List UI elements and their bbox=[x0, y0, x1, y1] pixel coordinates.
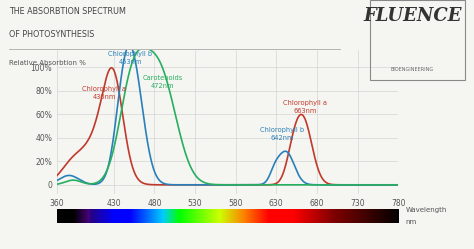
Text: Chlorophyll a
430nm: Chlorophyll a 430nm bbox=[82, 86, 126, 100]
Text: Relative Absorbtion %: Relative Absorbtion % bbox=[9, 60, 86, 66]
Text: OF PHOTOSYNTHESIS: OF PHOTOSYNTHESIS bbox=[9, 30, 95, 39]
Text: Chlorophyll a
663nm: Chlorophyll a 663nm bbox=[283, 100, 327, 114]
Text: Chlorophyll b
642nm: Chlorophyll b 642nm bbox=[260, 127, 304, 141]
Text: FLUENCE: FLUENCE bbox=[363, 7, 462, 25]
Text: BIOENGINEERING: BIOENGINEERING bbox=[391, 67, 434, 72]
Text: THE ABSORBTION SPECTRUM: THE ABSORBTION SPECTRUM bbox=[9, 7, 127, 16]
Text: Chlorophyll b
453nm: Chlorophyll b 453nm bbox=[108, 51, 152, 65]
Text: Carotenoids
472nm: Carotenoids 472nm bbox=[142, 74, 182, 89]
Text: nm: nm bbox=[405, 219, 417, 225]
Text: Wavelength: Wavelength bbox=[405, 207, 447, 213]
